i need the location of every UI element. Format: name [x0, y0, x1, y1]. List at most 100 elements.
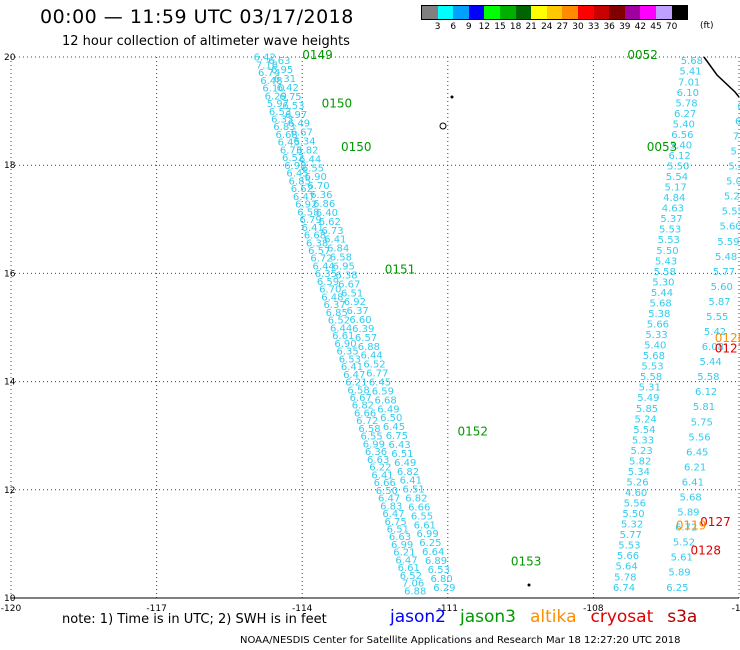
data-label-swh: 6.41 — [400, 476, 422, 487]
data-label-swh: 5.59 — [717, 237, 739, 248]
color-scale-unit: (ft) — [700, 21, 714, 31]
data-label-swh: 6.45 — [286, 169, 308, 180]
data-label-swh: 6.33 — [271, 114, 293, 125]
coastline — [703, 56, 740, 98]
pass-label: 0127 — [715, 342, 740, 356]
color-scale-swatch — [577, 6, 594, 19]
data-label-swh: 6.45 — [383, 422, 405, 433]
data-label-swh: 5.53 — [641, 362, 663, 373]
pass-label: 0128 — [715, 331, 740, 345]
data-label-swh: 5.44 — [699, 357, 721, 368]
data-label-swh: 6.61 — [398, 563, 420, 574]
data-label-swh: 6.63 — [367, 455, 389, 466]
color-scale-swatch — [453, 6, 469, 19]
color-scale-label: 27 — [556, 22, 569, 32]
x-tick-label: -111 — [438, 604, 458, 614]
pass-label: 0128 — [690, 544, 721, 558]
data-label-swh: 6.72 — [356, 416, 378, 427]
data-label-swh: 6.72 — [310, 254, 332, 265]
color-scale-swatch — [593, 6, 610, 19]
color-scale-label: 33 — [587, 22, 600, 32]
data-label-swh: 5.26 — [626, 477, 648, 488]
color-scale-swatch — [624, 6, 641, 19]
pass-label: 0152 — [458, 425, 489, 439]
pass-label: 0149 — [302, 48, 333, 62]
data-label-swh: 7.01 — [678, 77, 700, 88]
data-label-swh: 6.53 — [735, 116, 740, 127]
data-label-swh: 5.66 — [617, 551, 639, 562]
color-scale-label: 12 — [478, 22, 491, 32]
x-tick-label: -120 — [1, 604, 22, 614]
color-scale-labels: 3 6 9 12 15 18 21 24 27 30 33 36 39 42 45 70 — [421, 20, 688, 34]
data-label-swh: 6.29 — [433, 583, 455, 594]
pass-label: 0053 — [647, 140, 678, 154]
pass-label: 0153 — [511, 555, 542, 569]
data-label-swh: 6.41 — [302, 223, 324, 234]
data-label-swh: 6.10 — [677, 88, 699, 99]
data-label-swh: 5.66 — [647, 320, 669, 331]
data-label-swh: 5.52 — [673, 538, 695, 549]
data-label-swh: 6.47 — [395, 555, 417, 566]
data-label-swh: 6.58 — [347, 385, 369, 396]
data-label-swh: 6.73 — [280, 145, 302, 156]
data-label-swh: 6.47 — [382, 509, 404, 520]
data-label-swh: 6.63 — [268, 56, 290, 67]
data-label-swh: 5.17 — [664, 183, 686, 194]
y-tick-label: 18 — [4, 161, 16, 171]
data-label-swh: 6.52 — [282, 153, 304, 164]
data-label-swh: 5.55 — [706, 312, 728, 323]
color-scale-swatch — [437, 6, 454, 19]
data-label-swh: 5.82 — [629, 456, 651, 467]
color-scale-label: 36 — [603, 22, 615, 32]
data-label-swh: 6.95 — [271, 65, 293, 76]
color-scale-label: 9 — [465, 22, 472, 32]
color-scale-swatch — [531, 6, 547, 19]
data-label-swh: 6.58 — [358, 424, 380, 435]
data-label-swh: 6.70 — [319, 285, 341, 296]
data-label-swh: 6.37 — [347, 306, 369, 317]
data-label-swh: 5.40 — [670, 140, 692, 151]
footer-credit: NOAA/NESDIS Center for Satellite Applica… — [240, 635, 681, 646]
data-label-swh: 6.74 — [613, 583, 635, 594]
data-label-swh: 6.97 — [285, 110, 307, 121]
data-label-swh: 6.52 — [328, 316, 350, 327]
y-tick-label: 20 — [4, 53, 16, 63]
data-label-swh: 6.44 — [313, 261, 335, 272]
data-label-swh: 6.56 — [671, 130, 693, 141]
data-label-swh: 6.12 — [669, 151, 691, 162]
data-label-swh: 5.77 — [620, 530, 642, 541]
data-label-swh: 6.41 — [371, 470, 393, 481]
data-label-swh: 6.10 — [262, 84, 284, 95]
data-label-swh: 6.47 — [293, 192, 315, 203]
data-label-swh: 6.75 — [279, 92, 301, 103]
data-label-swh: 6.22 — [369, 463, 391, 474]
legend-item-altika: altika — [530, 607, 577, 627]
data-label-swh: 5.33 — [645, 330, 667, 341]
data-label-swh: 5.53 — [658, 235, 680, 246]
data-label-swh: 6.82 — [397, 467, 419, 478]
data-label-swh: 5.30 — [652, 277, 674, 288]
data-label-swh: 6.41 — [341, 362, 363, 373]
data-label-swh: 6.58 — [297, 207, 319, 218]
legend-item-jason3: jason3 — [460, 607, 516, 627]
data-label-swh: 5.23 — [630, 446, 652, 457]
data-label-swh: 5.56 — [624, 499, 646, 510]
data-label-swh: 5.50 — [667, 162, 689, 173]
data-label-swh: 6.63 — [389, 532, 411, 543]
data-label-swh: 6.43 — [388, 440, 410, 451]
color-scale-label: 6 — [450, 22, 457, 32]
data-label-swh: 5.31 — [639, 383, 661, 394]
data-label-swh: 6.80 — [430, 574, 452, 585]
color-scale-swatch — [515, 6, 532, 19]
color-scale-label: 21 — [525, 22, 537, 32]
data-label-swh: 6.89 — [425, 556, 447, 567]
data-label-swh: 4.63 — [662, 204, 684, 215]
data-label-swh: 7.03 — [733, 131, 740, 142]
color-scale-label: 70 — [665, 22, 678, 32]
data-label-swh: 5.68 — [680, 493, 702, 504]
data-label-swh: 5.24 — [635, 414, 657, 425]
data-label-swh: 6.44 — [361, 351, 383, 362]
data-label-swh: 6.25 — [419, 538, 441, 549]
pass-label: 0119 — [676, 518, 707, 532]
color-scale-label: 42 — [634, 22, 647, 32]
